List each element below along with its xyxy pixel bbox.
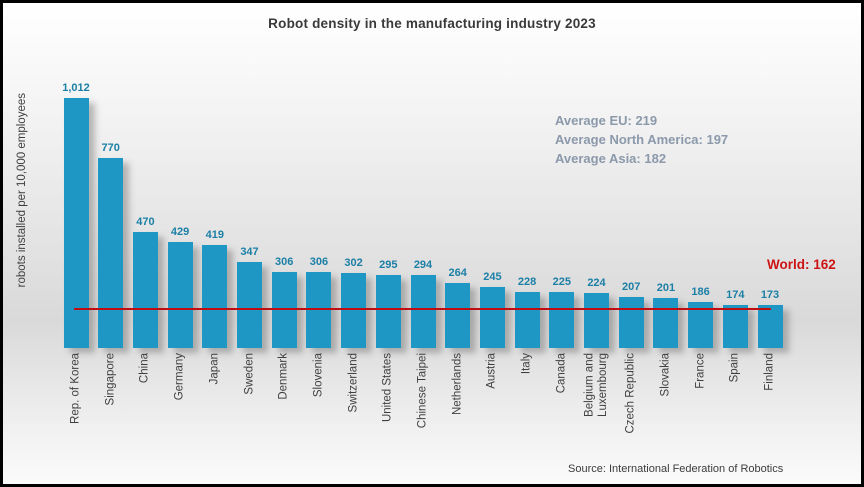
bar	[584, 293, 609, 348]
bar	[445, 283, 471, 348]
x-axis-label: Austria	[485, 353, 498, 389]
x-axis-label: Sweden	[242, 353, 255, 395]
chart-title: Robot density in the manufacturing indus…	[268, 16, 596, 31]
bar	[375, 275, 401, 348]
bar	[549, 292, 575, 348]
bar-value-label: 347	[240, 246, 259, 258]
bar-value-label: 295	[379, 259, 398, 271]
x-axis-label: Spain	[728, 353, 741, 383]
x-axis-label: Denmark	[277, 353, 290, 400]
x-axis-label: Singapore	[103, 353, 116, 406]
bar	[237, 262, 262, 348]
bar-value-label: 306	[309, 256, 329, 268]
bar-value-label: 207	[622, 281, 641, 293]
average-north-america-label: Average North America: 197	[555, 132, 729, 147]
x-axis-label: Japan	[208, 353, 221, 385]
bar-value-label: 186	[691, 286, 710, 298]
bar-value-label: 173	[760, 289, 780, 301]
x-axis-label: Belgium and Luxembourg	[583, 353, 609, 417]
bar-value-label: 224	[587, 277, 606, 289]
bar-value-label: 470	[136, 216, 155, 228]
average-asia-label: Average Asia: 182	[555, 151, 667, 166]
x-axis-label: Slovakia	[659, 353, 672, 397]
x-axis-label: Italy	[520, 353, 533, 375]
bar	[306, 272, 332, 348]
bar-value-label: 306	[275, 256, 294, 268]
world-average-reference-line	[74, 308, 771, 310]
bar-value-label: 429	[170, 226, 190, 238]
bar-value-label: 770	[101, 142, 120, 154]
x-axis-label: Czech Republic	[624, 353, 637, 434]
x-axis-label: Netherlands	[450, 353, 463, 416]
bar-value-label: 1,012	[62, 82, 90, 94]
bar	[167, 242, 193, 348]
bar	[271, 272, 297, 348]
bar-value-label: 225	[552, 276, 571, 288]
world-average-label: World: 162	[767, 257, 836, 272]
bar-value-label: 228	[517, 276, 537, 288]
bar	[514, 292, 540, 348]
x-axis-label: United States	[381, 353, 394, 423]
bar	[63, 98, 89, 348]
bar-value-label: 245	[483, 271, 502, 283]
x-axis-label: Canada	[555, 353, 568, 394]
bar-value-label: 294	[413, 259, 433, 271]
bar	[653, 298, 679, 348]
x-axis-label: Finland	[763, 353, 776, 391]
bar	[757, 305, 783, 348]
bar-value-label: 201	[656, 282, 676, 294]
x-axis-label: Chinese Taipei	[416, 353, 429, 429]
x-axis-label: France	[693, 353, 706, 389]
bar-value-label: 419	[205, 229, 224, 241]
source-note: Source: International Federation of Robo…	[568, 463, 784, 475]
bar-value-label: 174	[726, 289, 745, 301]
bar	[479, 287, 505, 348]
bar	[410, 275, 436, 348]
x-axis-label: Rep. of Korea	[69, 353, 82, 424]
bar	[618, 297, 644, 348]
bar	[132, 232, 158, 348]
bar-value-label: 302	[344, 257, 363, 269]
averages-annotation: Average EU: 219 Average North America: 1…	[555, 111, 728, 168]
x-axis-label: Slovenia	[312, 353, 325, 398]
bar-value-label: 264	[448, 267, 467, 279]
bar	[98, 158, 124, 348]
bar	[202, 245, 228, 348]
average-eu-label: Average EU: 219	[555, 113, 658, 128]
x-axis-label: China	[138, 353, 151, 384]
x-axis-label: Germany	[173, 353, 186, 401]
x-axis-label: Switzerland	[346, 353, 359, 413]
bar	[341, 273, 367, 348]
plot-area: 1,012 Rep. of Korea 770 Singapore 470 China 42…	[3, 3, 861, 484]
bar	[722, 305, 748, 348]
